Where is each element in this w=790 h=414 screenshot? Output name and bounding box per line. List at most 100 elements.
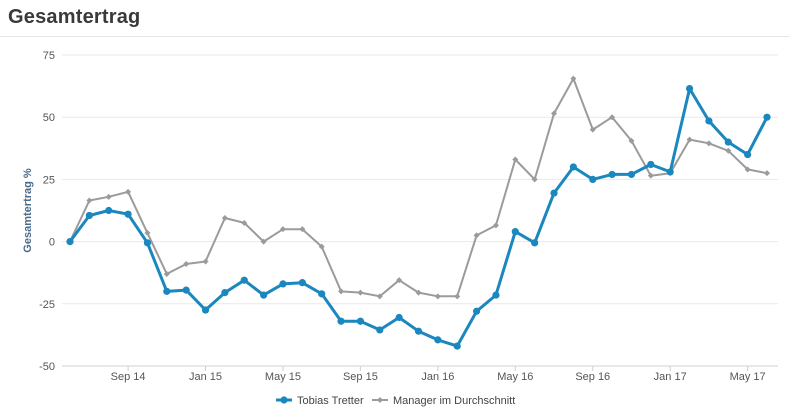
data-point[interactable]	[511, 228, 519, 236]
data-point[interactable]	[705, 117, 713, 125]
data-point[interactable]	[686, 136, 693, 143]
data-point[interactable]	[608, 170, 616, 179]
x-tick-label: Jan 15	[189, 371, 222, 383]
data-point[interactable]	[492, 291, 500, 299]
data-point[interactable]	[705, 140, 712, 147]
legend-marker	[280, 396, 288, 404]
data-point[interactable]	[454, 293, 461, 300]
data-point[interactable]	[356, 317, 365, 325]
title-divider	[0, 36, 790, 37]
legend-label: Tobias Tretter	[297, 395, 364, 407]
data-point[interactable]	[666, 168, 674, 176]
x-tick-label: May 17	[730, 371, 766, 383]
x-tick-label: Sep 16	[575, 371, 610, 383]
x-tick-label: Jan 16	[421, 371, 454, 383]
y-axis-ticks: 75 50 25 0 -25 -50	[39, 50, 55, 373]
data-point[interactable]	[570, 75, 577, 82]
data-point[interactable]	[415, 289, 422, 296]
data-point[interactable]	[396, 277, 403, 284]
data-point[interactable]	[473, 232, 480, 239]
y-tick-label: -25	[39, 299, 55, 311]
data-point[interactable]	[144, 229, 151, 236]
x-tick-label: Sep 15	[343, 371, 378, 383]
data-point[interactable]	[318, 290, 326, 298]
legend-item-tobias-tretter[interactable]: Tobias Tretter	[276, 395, 364, 407]
x-axis: Sep 14 Jan 15 May 15 Sep 15 Jan 16 May 16 Sep …	[62, 365, 778, 383]
data-point[interactable]	[241, 219, 248, 226]
data-point[interactable]	[125, 188, 132, 195]
data-point[interactable]	[725, 147, 732, 154]
data-point[interactable]	[376, 326, 384, 334]
data-point[interactable]	[569, 163, 577, 171]
data-point[interactable]	[124, 210, 132, 218]
data-point[interactable]	[163, 287, 171, 295]
data-point[interactable]	[589, 175, 597, 183]
data-point[interactable]	[685, 84, 694, 93]
x-tick-label: Jan 17	[654, 371, 687, 383]
data-point[interactable]	[609, 114, 616, 121]
data-point[interactable]	[492, 222, 499, 229]
data-point[interactable]	[318, 243, 325, 250]
data-point[interactable]	[764, 170, 770, 177]
y-tick-label: 0	[49, 237, 55, 249]
data-point[interactable]	[627, 170, 636, 179]
data-point[interactable]	[551, 110, 558, 117]
data-point[interactable]	[647, 160, 655, 169]
data-point[interactable]	[163, 270, 170, 277]
data-point[interactable]	[299, 226, 306, 233]
data-point[interactable]	[357, 289, 364, 296]
y-tick-label: -50	[39, 361, 55, 373]
data-point[interactable]	[260, 238, 267, 245]
data-point[interactable]	[201, 306, 210, 314]
data-point[interactable]	[744, 150, 752, 159]
data-point[interactable]	[531, 176, 538, 183]
y-axis-label: Gesamtertrag %	[22, 168, 34, 253]
data-point[interactable]	[183, 260, 190, 267]
data-point[interactable]	[647, 172, 654, 179]
y-tick-label: 50	[43, 112, 55, 124]
data-point[interactable]	[85, 211, 93, 220]
data-point[interactable]	[298, 279, 306, 287]
data-point[interactable]	[279, 226, 286, 233]
series-tobias-tretter	[66, 84, 771, 350]
data-point[interactable]	[86, 197, 93, 204]
data-point[interactable]	[724, 138, 732, 146]
data-point[interactable]	[453, 342, 461, 350]
data-point[interactable]	[472, 307, 481, 315]
data-point[interactable]	[279, 280, 287, 288]
y-tick-label: 25	[43, 174, 55, 186]
data-point[interactable]	[143, 239, 152, 247]
data-point[interactable]	[744, 166, 751, 173]
data-point[interactable]	[376, 293, 383, 300]
series-line	[68, 87, 769, 348]
series-line	[69, 77, 768, 298]
data-point[interactable]	[105, 206, 113, 215]
data-point[interactable]	[434, 336, 442, 344]
data-point[interactable]	[531, 239, 539, 247]
data-point[interactable]	[240, 276, 248, 284]
data-point[interactable]	[763, 113, 771, 121]
chart-legend[interactable]: Tobias Tretter Manager im Durchschnitt	[276, 395, 515, 407]
legend-marker	[377, 397, 383, 403]
data-point[interactable]	[628, 137, 635, 144]
legend-label: Manager im Durchschnitt	[393, 395, 515, 407]
data-point[interactable]	[395, 313, 403, 322]
data-point[interactable]	[589, 126, 596, 133]
data-point[interactable]	[202, 258, 209, 265]
chart-grid	[62, 54, 778, 367]
page-title: Gesamtertrag	[8, 6, 141, 28]
data-point[interactable]	[512, 156, 519, 163]
data-point[interactable]	[434, 293, 441, 300]
data-point[interactable]	[182, 286, 190, 294]
data-point[interactable]	[260, 291, 268, 299]
data-point[interactable]	[221, 289, 229, 297]
data-point[interactable]	[66, 238, 74, 246]
data-point[interactable]	[221, 214, 228, 221]
legend-item-manager-durchschnitt[interactable]: Manager im Durchschnitt	[372, 395, 515, 407]
data-point[interactable]	[414, 327, 423, 335]
data-point[interactable]	[105, 193, 112, 200]
data-point[interactable]	[550, 189, 558, 197]
data-point[interactable]	[337, 317, 345, 325]
data-point[interactable]	[338, 288, 345, 295]
